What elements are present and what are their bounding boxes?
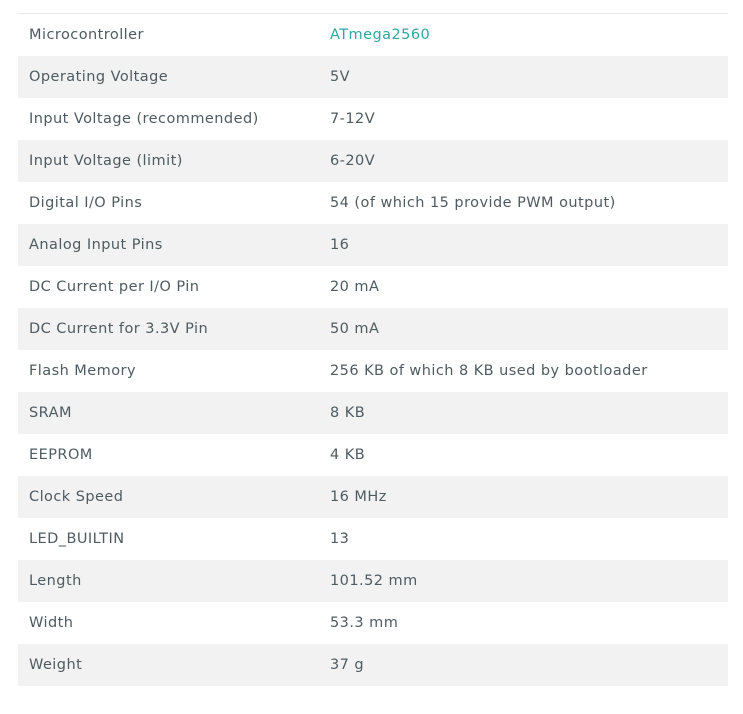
spec-label: Input Voltage (limit) [18, 139, 319, 182]
spec-row-length: Length 101.52 mm [18, 559, 728, 602]
spec-value: 7-12V [319, 97, 728, 140]
spec-label: Flash Memory [18, 349, 319, 392]
spec-label: Microcontroller [18, 13, 319, 56]
spec-label: Operating Voltage [18, 55, 319, 98]
spec-value: 101.52 mm [319, 559, 728, 602]
spec-value: 5V [319, 55, 728, 98]
spec-label: EEPROM [18, 433, 319, 476]
spec-value: 50 mA [319, 307, 728, 350]
spec-row-width: Width 53.3 mm [18, 601, 728, 644]
spec-value: 37 g [319, 643, 728, 686]
spec-value: 4 KB [319, 433, 728, 476]
spec-row-input-voltage-limit: Input Voltage (limit) 6-20V [18, 139, 728, 182]
spec-label: SRAM [18, 391, 319, 434]
spec-row-eeprom: EEPROM 4 KB [18, 433, 728, 476]
spec-label: Clock Speed [18, 475, 319, 518]
spec-value: 54 (of which 15 provide PWM output) [319, 181, 728, 224]
spec-row-dc-current-3v3-pin: DC Current for 3.3V Pin 50 mA [18, 307, 728, 350]
spec-row-dc-current-io-pin: DC Current per I/O Pin 20 mA [18, 265, 728, 308]
spec-value: 16 [319, 223, 728, 266]
spec-label: Width [18, 601, 319, 644]
spec-row-led-builtin: LED_BUILTIN 13 [18, 517, 728, 560]
spec-label: Analog Input Pins [18, 223, 319, 266]
spec-label: DC Current per I/O Pin [18, 265, 319, 308]
spec-row-flash-memory: Flash Memory 256 KB of which 8 KB used b… [18, 349, 728, 392]
spec-label: LED_BUILTIN [18, 517, 319, 560]
spec-row-digital-io-pins: Digital I/O Pins 54 (of which 15 provide… [18, 181, 728, 224]
spec-value: 20 mA [319, 265, 728, 308]
spec-label: DC Current for 3.3V Pin [18, 307, 319, 350]
spec-value: ATmega2560 [319, 13, 728, 56]
spec-value: 13 [319, 517, 728, 560]
spec-value: 256 KB of which 8 KB used by bootloader [319, 349, 728, 392]
spec-value: 53.3 mm [319, 601, 728, 644]
spec-row-analog-input-pins: Analog Input Pins 16 [18, 223, 728, 266]
spec-value: 8 KB [319, 391, 728, 434]
spec-value: 6-20V [319, 139, 728, 182]
spec-label: Digital I/O Pins [18, 181, 319, 224]
spec-row-input-voltage-recommended: Input Voltage (recommended) 7-12V [18, 97, 728, 140]
spec-row-microcontroller: Microcontroller ATmega2560 [18, 13, 728, 56]
spec-row-weight: Weight 37 g [18, 643, 728, 686]
spec-value: 16 MHz [319, 475, 728, 518]
spec-row-sram: SRAM 8 KB [18, 391, 728, 434]
spec-label: Input Voltage (recommended) [18, 97, 319, 140]
spec-row-operating-voltage: Operating Voltage 5V [18, 55, 728, 98]
spec-label: Length [18, 559, 319, 602]
spec-row-clock-speed: Clock Speed 16 MHz [18, 475, 728, 518]
tech-specs-table: Microcontroller ATmega2560 Operating Vol… [18, 13, 728, 686]
microcontroller-link[interactable]: ATmega2560 [330, 26, 431, 43]
spec-label: Weight [18, 643, 319, 686]
